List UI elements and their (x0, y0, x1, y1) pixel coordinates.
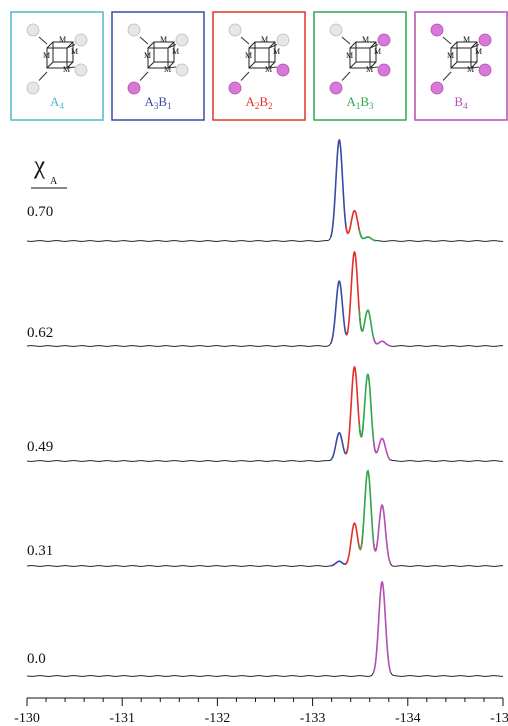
trace-label: 0.49 (27, 439, 53, 455)
tick-label: -133 (300, 711, 326, 726)
legend-label: A2B2 (245, 94, 272, 111)
white-sphere-icon (175, 63, 189, 77)
metal-label: M (59, 35, 66, 44)
metal-label: M (160, 35, 167, 44)
metal-label: M (475, 47, 482, 56)
white-sphere-icon (276, 33, 290, 47)
pink-sphere-icon (377, 63, 391, 77)
trace-xa-0.62: 0.62 (26, 250, 504, 347)
white-sphere-icon (74, 63, 88, 77)
peak-b4 (372, 504, 392, 565)
white-sphere-icon (26, 23, 40, 37)
metal-label: M (245, 51, 252, 60)
pink-sphere-icon (478, 33, 492, 47)
metal-label: M (71, 47, 78, 56)
white-sphere-icon (329, 23, 343, 37)
legend-label: B4 (454, 94, 468, 111)
peak-a2b2 (345, 522, 364, 565)
white-sphere-icon (127, 23, 141, 37)
metal-label: M (265, 65, 272, 74)
metal-label: M (374, 47, 381, 56)
peak-b4 (372, 580, 392, 673)
legend-label: A4 (50, 94, 64, 111)
trace-xa-0.49: 0.49 (26, 365, 504, 462)
metal-label: M (144, 51, 151, 60)
metal-label: M (273, 47, 280, 56)
trace-label: 0.31 (27, 543, 53, 559)
metal-label: M (362, 35, 369, 44)
metal-label: M (346, 51, 353, 60)
legend-label: A1B3 (346, 94, 374, 111)
peak-a3b1 (330, 559, 349, 567)
chi-subscript: A (50, 176, 58, 187)
pink-sphere-icon (127, 81, 141, 95)
white-sphere-icon (175, 33, 189, 47)
metal-label: M (261, 35, 268, 44)
tick-label: -132 (205, 711, 231, 726)
peak-b4 (372, 437, 392, 461)
pink-sphere-icon (430, 81, 444, 95)
trace-baseline (26, 366, 504, 462)
white-sphere-icon (228, 23, 242, 37)
metal-label: M (43, 51, 50, 60)
peak-a3b1 (329, 138, 349, 238)
metal-label: M (447, 51, 454, 60)
chi-symbol: χ (33, 152, 45, 179)
trace-xa-0.0: 0.0 (26, 580, 503, 677)
peak-a3b1 (329, 280, 349, 344)
trace-baseline (26, 140, 504, 242)
metal-label: M (164, 65, 171, 74)
spectra-stack: 0.70 0.62 0.49 0.31 0.0 (26, 138, 504, 677)
white-sphere-icon (74, 33, 88, 47)
metal-label: M (463, 35, 470, 44)
peak-a3b1 (330, 431, 349, 461)
pink-sphere-icon (276, 63, 290, 77)
trace-label: 0.0 (27, 651, 46, 667)
pink-sphere-icon (228, 81, 242, 95)
peak-a1b3 (358, 469, 378, 552)
tick-label: -130 (14, 711, 40, 726)
white-sphere-icon (26, 81, 40, 95)
pink-sphere-icon (478, 63, 492, 77)
trace-baseline (26, 251, 504, 347)
pink-sphere-icon (430, 23, 444, 37)
trace-xa-0.31: 0.31 (26, 469, 503, 567)
trace-baseline (26, 581, 503, 677)
peak-a1b3 (358, 229, 377, 242)
metal-label: M (467, 65, 474, 74)
peak-b4 (372, 337, 391, 347)
peak-a2b2 (345, 365, 364, 455)
pink-sphere-icon (377, 33, 391, 47)
trace-baseline (26, 469, 503, 567)
trace-xa-0.70: 0.70 (26, 138, 504, 242)
trace-label: 0.62 (27, 325, 53, 341)
mole-fraction-header: χ A (31, 152, 67, 189)
metal-label: M (366, 65, 373, 74)
tick-label: -134 (395, 711, 421, 726)
metal-label: M (63, 65, 70, 74)
tick-label: -131 (109, 711, 135, 726)
pink-sphere-icon (329, 81, 343, 95)
tick-label: -135 (490, 711, 508, 726)
trace-label: 0.70 (27, 204, 53, 220)
x-axis: -130 -131 -132 -133 -134 -135 (14, 697, 508, 726)
metal-label: M (172, 47, 179, 56)
legend-label: A3B1 (144, 94, 171, 111)
